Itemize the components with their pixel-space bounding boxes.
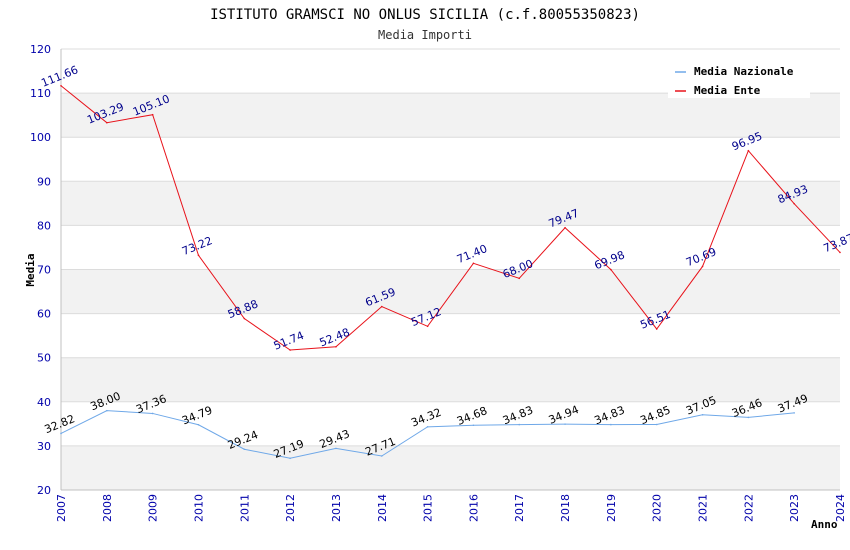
data-point <box>426 325 429 328</box>
y-tick-label: 20 <box>37 484 51 497</box>
x-tick-label: 2009 <box>147 494 160 522</box>
data-label: 34.32 <box>409 406 443 430</box>
data-point <box>701 414 704 416</box>
data-point <box>426 426 429 428</box>
data-point <box>518 277 521 280</box>
data-label: 34.83 <box>593 403 627 427</box>
y-tick-label: 90 <box>37 175 51 188</box>
grid-band <box>61 357 840 402</box>
data-label: 71.40 <box>455 242 489 266</box>
data-point <box>655 423 658 426</box>
x-tick-label: 2023 <box>788 494 801 522</box>
y-tick-label: 120 <box>30 43 51 56</box>
data-point <box>793 202 795 205</box>
data-label: 34.94 <box>547 403 581 427</box>
x-tick-label: 2014 <box>376 494 389 522</box>
data-point <box>289 349 291 351</box>
data-point <box>197 423 200 426</box>
data-point <box>564 423 566 425</box>
x-tick-label: 2010 <box>192 494 205 522</box>
data-point <box>564 226 566 229</box>
data-label: 32.82 <box>43 412 77 436</box>
x-tick-label: 2008 <box>101 494 114 522</box>
y-axis-label: Media <box>24 253 37 286</box>
data-point <box>151 412 154 415</box>
x-tick-label: 2020 <box>651 494 664 522</box>
data-point <box>747 149 750 152</box>
y-tick-label: 40 <box>37 396 51 409</box>
data-point <box>106 121 108 124</box>
data-point <box>243 448 246 451</box>
chart-title: ISTITUTO GRAMSCI NO ONLUS SICILIA (c.f.8… <box>210 7 640 23</box>
data-point <box>747 416 750 419</box>
x-tick-label: 2016 <box>467 494 480 522</box>
data-point <box>60 432 62 435</box>
legend-label-media-nazionale: Media Nazionale <box>694 65 794 78</box>
data-point <box>610 423 612 426</box>
y-tick-label: 60 <box>37 308 51 321</box>
y-tick-labels: 20 30 40 50 60 70 80 90 100 110 120 <box>30 43 51 497</box>
data-point <box>60 84 62 87</box>
grid-bands <box>61 93 840 490</box>
data-point <box>839 251 841 254</box>
data-point <box>335 447 337 450</box>
x-tick-label: 2019 <box>605 494 618 522</box>
x-tick-label: 2011 <box>238 494 251 522</box>
x-tick-label: 2013 <box>330 494 343 522</box>
data-label: 52.48 <box>318 326 352 350</box>
data-point <box>472 424 475 427</box>
data-label: 34.85 <box>638 403 672 427</box>
legend-box <box>668 60 810 98</box>
data-point <box>289 457 291 460</box>
series-line <box>60 85 841 351</box>
data-point <box>655 328 658 330</box>
x-tick-label: 2024 <box>834 494 847 522</box>
y-tick-label: 30 <box>37 440 51 453</box>
data-point <box>380 305 383 308</box>
x-tick-label: 2021 <box>697 494 710 522</box>
data-label: 34.79 <box>180 404 214 428</box>
grid-band <box>61 93 840 138</box>
data-point <box>335 345 337 348</box>
grid-band <box>61 269 840 314</box>
data-point <box>518 423 521 426</box>
data-point <box>197 254 200 257</box>
chart-subtitle: Media Importi <box>378 28 472 42</box>
x-tick-label: 2012 <box>284 494 297 522</box>
y-tick-label: 80 <box>37 219 51 232</box>
legend-label-media-ente: Media Ente <box>694 84 761 97</box>
data-point <box>701 265 704 268</box>
data-point <box>243 317 246 320</box>
grid-band <box>61 445 840 490</box>
data-label: 34.83 <box>501 403 535 427</box>
data-point <box>106 409 108 412</box>
y-tick-label: 110 <box>30 87 51 100</box>
data-label: 70.69 <box>684 245 718 269</box>
y-tick-label: 70 <box>37 264 51 277</box>
data-label: 73.87 <box>822 231 850 255</box>
x-tick-label: 2018 <box>559 494 572 522</box>
data-label: 111.66 <box>39 63 80 89</box>
y-tick-label: 50 <box>37 352 51 365</box>
x-tick-label: 2022 <box>742 494 755 522</box>
legend: Media Nazionale Media Ente <box>668 60 810 98</box>
data-point <box>472 262 475 265</box>
data-label: 34.68 <box>455 404 489 428</box>
x-tick-label: 2017 <box>513 494 526 522</box>
data-point <box>151 113 154 116</box>
data-point <box>793 412 795 414</box>
series-lines <box>60 84 841 460</box>
x-axis-label: Anno <box>811 518 838 531</box>
axes <box>60 49 840 491</box>
data-point <box>610 268 612 271</box>
x-tick-label: 2015 <box>422 494 435 522</box>
y-tick-label: 100 <box>30 131 51 144</box>
x-tick-labels: 2007 2008 2009 2010 2011 2012 2013 2014 2015 2016… <box>55 494 847 522</box>
grid-band <box>61 181 840 226</box>
data-point <box>380 455 383 457</box>
x-tick-label: 2007 <box>55 494 68 522</box>
data-label: 73.22 <box>180 234 214 258</box>
